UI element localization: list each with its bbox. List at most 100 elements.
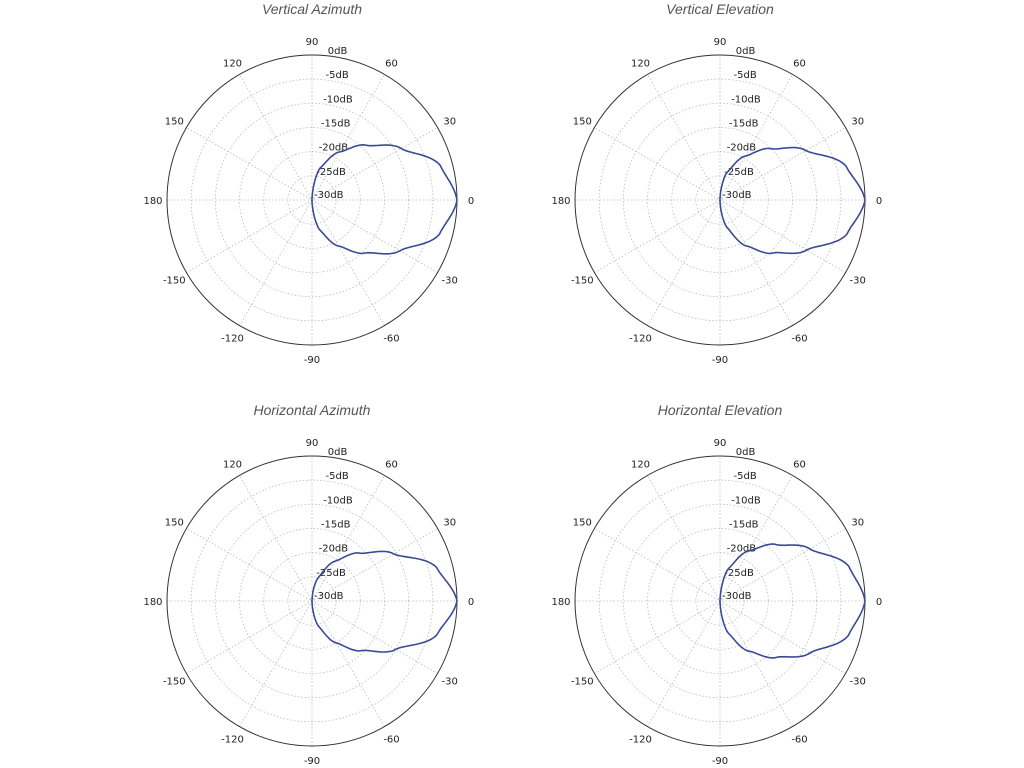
angle-tick-label: -120 <box>629 334 652 345</box>
angle-tick-label: -30 <box>850 276 866 287</box>
angle-tick-label: -120 <box>221 334 244 345</box>
angle-tick-label: 150 <box>573 518 592 529</box>
radial-tick-label: -10dB <box>323 495 353 506</box>
angle-tick-label: 60 <box>385 58 398 69</box>
radial-tick-label: 0dB <box>328 46 348 57</box>
data-point <box>847 634 849 637</box>
grid-ring <box>598 479 842 723</box>
angle-tick-label: 90 <box>306 37 319 48</box>
angle-tick-label: -150 <box>571 276 594 287</box>
radial-tick-label: -15dB <box>321 119 351 130</box>
data-point <box>359 552 361 554</box>
data-point <box>364 252 366 254</box>
angle-tick-label: 30 <box>443 518 456 529</box>
data-point <box>726 227 729 229</box>
angle-tick-label: 120 <box>631 459 650 470</box>
data-point <box>864 199 866 201</box>
angle-tick-label: 90 <box>714 37 727 48</box>
chart-title: Horizontal Elevation <box>658 402 783 418</box>
polar-plot: Vertical Elevation 0 30 60 90 120 150 180 -150 -1… <box>551 1 882 366</box>
radial-tick-label: -25dB <box>316 167 346 178</box>
data-point <box>311 600 313 602</box>
angle-tick-label: 60 <box>385 459 398 470</box>
angle-tick-label: 120 <box>223 58 242 69</box>
angle-tick-label: -60 <box>383 735 399 746</box>
data-point <box>719 199 721 201</box>
data-point <box>438 233 441 235</box>
data-point <box>809 548 811 550</box>
data-point <box>809 652 811 654</box>
data-point <box>775 544 777 546</box>
angle-tick-label: 90 <box>306 438 319 449</box>
radial-tick-label: -25dB <box>724 568 754 579</box>
radial-tick-label: -15dB <box>729 119 759 130</box>
data-point <box>400 147 402 150</box>
data-point <box>748 650 750 652</box>
data-point <box>317 577 319 579</box>
data-point <box>805 149 807 152</box>
data-point <box>395 648 397 650</box>
radial-tick-label: 0dB <box>736 447 756 458</box>
polar-plot: Horizontal Elevation 0 30 60 90 120 150 180 -150… <box>551 402 882 767</box>
angle-tick-label: -90 <box>712 355 728 366</box>
data-point <box>339 151 341 153</box>
grid-ring <box>598 78 842 322</box>
angle-tick-label: -150 <box>163 677 186 688</box>
angle-tick-label: 180 <box>143 196 162 207</box>
angle-tick-label: -60 <box>383 334 399 345</box>
data-point <box>318 626 320 628</box>
angle-tick-label: -30 <box>442 677 458 688</box>
radial-tick-label: -5dB <box>734 70 757 81</box>
data-point <box>337 245 340 247</box>
data-point <box>719 600 721 602</box>
radial-tick-label: -10dB <box>731 495 761 506</box>
angle-tick-label: 0 <box>876 597 882 608</box>
data-point <box>864 600 866 602</box>
angle-tick-label: 60 <box>793 459 806 470</box>
angle-tick-label: 180 <box>551 196 570 207</box>
data-point <box>770 148 772 150</box>
polar-plot: Vertical Azimuth 0 30 60 90 120 150 180 -150 -120… <box>143 1 474 366</box>
data-point <box>748 550 750 552</box>
angle-tick-label: -30 <box>850 677 866 688</box>
data-point <box>806 249 808 251</box>
angle-tick-label: 60 <box>793 58 806 69</box>
data-point <box>319 229 321 231</box>
radial-tick-label: -30dB <box>722 591 752 602</box>
angle-tick-label: 30 <box>443 117 456 128</box>
angle-tick-label: 120 <box>631 58 650 69</box>
data-point <box>399 250 401 252</box>
radial-tick-label: -10dB <box>323 94 353 105</box>
radial-tick-label: -15dB <box>321 520 351 531</box>
chart-title: Horizontal Azimuth <box>254 402 371 418</box>
data-point <box>311 199 313 201</box>
angle-tick-label: -90 <box>712 756 728 767</box>
angle-tick-label: -150 <box>163 276 186 287</box>
data-point <box>775 656 777 658</box>
angle-tick-label: 150 <box>165 518 184 529</box>
angle-tick-label: 120 <box>223 459 242 470</box>
data-point <box>439 164 441 167</box>
radial-tick-label: -20dB <box>319 544 349 555</box>
radial-tick-label: -10dB <box>731 94 761 105</box>
data-point <box>728 633 730 635</box>
radial-tick-label: 0dB <box>736 46 756 57</box>
angle-tick-label: -90 <box>304 756 320 767</box>
radial-tick-label: -20dB <box>319 143 349 154</box>
angle-tick-label: 90 <box>714 438 727 449</box>
angle-tick-label: 0 <box>468 196 474 207</box>
angle-tick-label: 0 <box>468 597 474 608</box>
angle-tick-label: 30 <box>851 117 864 128</box>
angle-tick-label: 0 <box>876 196 882 207</box>
angle-tick-label: 180 <box>143 597 162 608</box>
grid-ring <box>190 78 434 322</box>
angle-tick-label: -120 <box>221 735 244 746</box>
data-point <box>456 600 458 602</box>
radial-tick-label: -25dB <box>724 167 754 178</box>
data-point <box>845 165 847 167</box>
radial-tick-label: -5dB <box>326 471 349 482</box>
data-point <box>436 633 438 636</box>
radial-tick-label: -30dB <box>722 190 752 201</box>
radial-tick-label: -30dB <box>314 190 344 201</box>
